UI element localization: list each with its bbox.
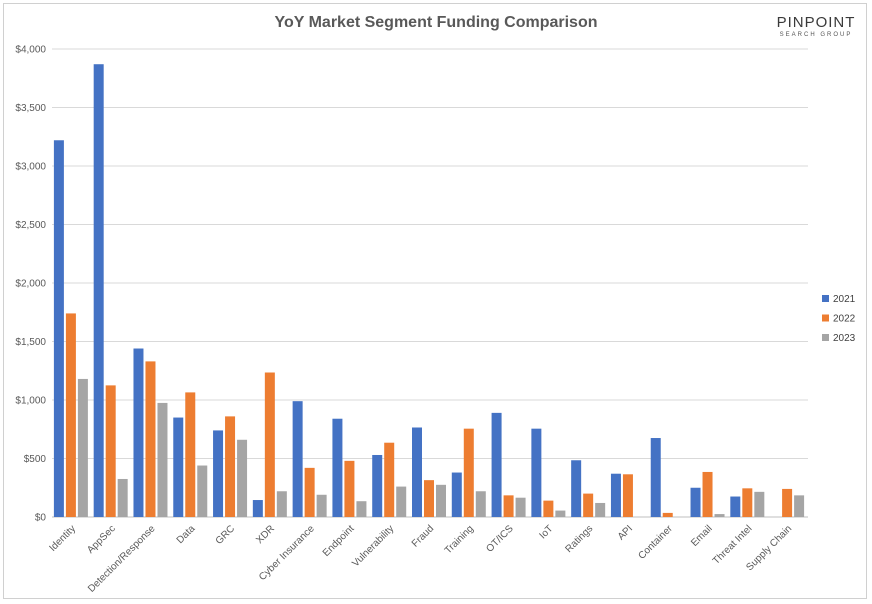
bar-2022 — [424, 480, 434, 517]
x-tick-label: IoT — [537, 523, 555, 541]
y-tick-label: $3,500 — [15, 103, 46, 114]
y-tick-label: $4,000 — [15, 45, 46, 56]
bar-2021 — [292, 401, 303, 517]
bar-2022 — [264, 372, 275, 517]
bar-2021 — [491, 412, 502, 517]
bar-2021 — [412, 427, 422, 517]
bar-2023 — [157, 402, 168, 517]
x-tick-label: API — [616, 523, 635, 542]
bar-2023 — [197, 465, 208, 517]
bar-2022 — [782, 488, 793, 517]
bar-2022 — [583, 493, 594, 517]
y-tick-label: $2,500 — [15, 220, 46, 231]
x-tick-label: XDR — [254, 523, 277, 546]
bar-2021 — [571, 460, 582, 517]
y-tick-label: $3,000 — [15, 162, 46, 173]
bar-2021 — [690, 487, 701, 517]
pinpoint-logo: PINPOINT SEARCH GROUP — [768, 14, 864, 38]
bars — [53, 64, 805, 518]
bar-2023 — [276, 491, 287, 517]
x-tick-label: Identity — [47, 523, 78, 554]
bar-2021 — [252, 500, 263, 517]
bar-2023 — [237, 439, 248, 517]
bar-2021 — [372, 454, 383, 517]
chart-title: YoY Market Segment Funding Comparison — [274, 14, 598, 31]
bar-2022 — [543, 500, 554, 517]
y-axis: $0 $500 $1,000 $1,500 $2,000 $2,500 $3,000 $3,5… — [15, 45, 46, 524]
x-tick-label: Threat Intel — [711, 523, 755, 567]
x-tick-label: Detection/Response — [86, 523, 158, 595]
bar-2021 — [451, 472, 462, 517]
bar-2021 — [730, 496, 741, 517]
gridlines — [52, 48, 808, 518]
bar-2022 — [463, 428, 474, 517]
bar-2023 — [754, 491, 765, 517]
bar-2021 — [650, 438, 661, 517]
bar-2022 — [304, 467, 315, 517]
bar-2023 — [595, 502, 606, 517]
x-tick-label: Fraud — [410, 523, 436, 549]
legend-swatch-2021 — [822, 295, 829, 302]
x-tick-label: AppSec — [85, 523, 118, 556]
y-tick-label: $500 — [24, 454, 47, 465]
bar-2023 — [555, 510, 566, 517]
logo-subtext: SEARCH GROUP — [779, 32, 853, 38]
bar-2023 — [436, 484, 446, 517]
y-tick-label: $1,000 — [15, 396, 46, 407]
legend-swatch-2023 — [822, 334, 829, 341]
logo-text: PINPOINT — [776, 14, 856, 31]
x-tick-label: Endpoint — [321, 523, 357, 559]
bar-2021 — [531, 428, 542, 517]
x-tick-label: Ratings — [564, 523, 596, 555]
bar-2023 — [714, 514, 725, 517]
bar-2023 — [77, 378, 88, 517]
bar-2022 — [65, 313, 76, 517]
x-tick-label: Vulnerability — [350, 523, 396, 569]
bar-2021 — [133, 348, 144, 517]
bar-2022 — [622, 474, 633, 517]
bar-2021 — [213, 430, 224, 517]
y-tick-label: $1,500 — [15, 337, 46, 348]
legend-swatch-2022 — [822, 314, 829, 322]
bar-2023 — [316, 494, 327, 517]
bar-2021 — [173, 417, 184, 517]
bar-2023 — [475, 491, 486, 517]
bar-2023 — [396, 486, 407, 517]
bar-2023 — [515, 497, 526, 517]
bar-2022 — [742, 488, 753, 517]
bar-2022 — [225, 416, 236, 517]
x-tick-label: Data — [175, 523, 198, 546]
x-tick-label: Training — [443, 523, 476, 556]
legend: 2021 2022 2023 — [822, 294, 856, 344]
bar-2022 — [105, 385, 116, 517]
bar-2023 — [356, 501, 367, 517]
bar-2023 — [794, 495, 805, 517]
bar-2022 — [344, 460, 355, 517]
bar-2022 — [702, 471, 713, 517]
y-tick-label: $0 — [35, 513, 47, 524]
bar-2022 — [185, 392, 196, 517]
y-tick-label: $2,000 — [15, 279, 46, 290]
x-tick-label: OT/ICS — [484, 523, 516, 555]
bar-2022 — [145, 361, 156, 517]
x-tick-label: Email — [689, 523, 714, 548]
bar-2022 — [384, 442, 395, 517]
bar-2021 — [610, 473, 621, 517]
bar-2021 — [332, 418, 343, 517]
x-tick-label: Container — [636, 523, 675, 562]
bar-2022 — [662, 512, 673, 517]
bar-2022 — [503, 495, 514, 517]
legend-label-2023: 2023 — [833, 333, 856, 344]
legend-label-2022: 2022 — [833, 314, 856, 325]
x-tick-label: GRC — [214, 523, 238, 547]
bar-2021 — [93, 64, 104, 518]
bar-2021 — [53, 140, 64, 517]
legend-label-2021: 2021 — [833, 294, 856, 305]
bar-2023 — [117, 478, 128, 517]
